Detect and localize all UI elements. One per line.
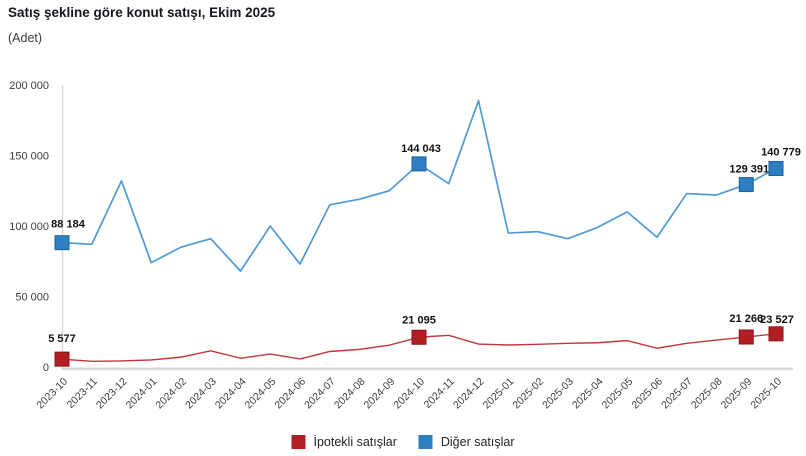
y-axis-tick-label: 200 000 (9, 80, 49, 92)
data-point-label-diger-satislar-2025-09: 129 391 (729, 164, 769, 176)
x-axis-tick-label: 2024-01 (124, 376, 160, 412)
legend-label-diger-satislar: Diğer satışlar (440, 435, 515, 449)
data-point-marker-ipotekli-satislar-2025-10[interactable] (768, 326, 784, 342)
x-axis-tick-label: 2024-09 (362, 376, 398, 412)
data-point-label-ipotekli-satislar-2023-10: 5 577 (48, 333, 76, 345)
x-axis-tick-label: 2025-05 (600, 376, 636, 412)
x-axis-tick-label: 2024-03 (183, 376, 219, 412)
x-axis-tick-label: 2025-04 (570, 376, 606, 412)
data-point-label-ipotekli-satislar-2025-09: 21 266 (729, 313, 763, 325)
data-point-marker-diger-satislar-2025-09[interactable] (738, 177, 754, 193)
x-axis-tick-label: 2025-01 (481, 376, 517, 412)
series-line-diger-satislar (61, 99, 777, 272)
x-axis-tick-label: 2024-08 (332, 376, 368, 412)
x-axis-tick-label: 2025-03 (540, 376, 576, 412)
legend-swatch-diger-satislar (418, 435, 433, 449)
y-axis-tick-label: 0 (43, 362, 49, 374)
x-axis-tick-label: 2023-11 (65, 376, 100, 411)
x-axis-tick-label: 2025-06 (629, 376, 665, 412)
x-axis-tick-label: 2024-04 (213, 376, 249, 412)
x-axis-tick-label: 2024-07 (302, 376, 338, 412)
x-axis-tick-label: 2023-10 (34, 376, 70, 412)
data-point-label-ipotekli-satislar-2024-10: 21 095 (402, 314, 436, 326)
data-point-label-diger-satislar-2024-10: 144 043 (401, 143, 441, 155)
data-point-label-diger-satislar-2023-10: 88 184 (51, 219, 86, 231)
x-axis-tick-label: 2025-10 (748, 376, 784, 412)
data-point-label-diger-satislar-2025-10: 140 779 (761, 147, 801, 159)
legend-item-ipotekli-satislar[interactable]: İpotekli satışlar (291, 435, 397, 449)
x-axis-tick-label: 2025-09 (719, 376, 755, 412)
x-axis-tick-label: 2025-07 (659, 376, 695, 412)
legend-label-ipotekli-satislar: İpotekli satışlar (313, 435, 397, 449)
x-axis-tick-label: 2024-05 (243, 376, 279, 412)
x-axis-tick-label: 2024-02 (153, 376, 189, 412)
data-point-marker-ipotekli-satislar-2025-09[interactable] (738, 329, 754, 345)
y-axis-tick-label: 150 000 (9, 151, 49, 163)
chart-unit-label: (Adet) (8, 31, 43, 45)
chart-title: Satış şekline göre konut satışı, Ekim 20… (8, 5, 276, 20)
x-axis-tick-label: 2025-02 (510, 376, 546, 412)
data-point-marker-ipotekli-satislar-2024-10[interactable] (411, 329, 427, 345)
legend-swatch-ipotekli-satislar (291, 435, 306, 449)
legend-item-diger-satislar[interactable]: Diğer satışlar (418, 435, 515, 449)
data-point-label-ipotekli-satislar-2025-10: 23 527 (760, 314, 794, 326)
data-point-marker-diger-satislar-2023-10[interactable] (54, 235, 70, 251)
chart-legend: İpotekli satışlar Diğer satışlar (291, 435, 515, 449)
x-axis-tick-label: 2024-11 (422, 376, 457, 411)
x-axis-tick-label: 2024-12 (451, 376, 487, 412)
x-axis-tick-label: 2025-08 (689, 376, 725, 412)
x-axis-tick-label: 2024-06 (272, 376, 308, 412)
data-point-marker-diger-satislar-2025-10[interactable] (768, 161, 784, 177)
y-axis-tick-label: 100 000 (9, 221, 49, 233)
data-point-marker-ipotekli-satislar-2023-10[interactable] (54, 351, 70, 367)
x-axis-tick-label: 2024-10 (391, 376, 427, 412)
y-axis-tick-label: 50 000 (15, 292, 49, 304)
data-point-marker-diger-satislar-2024-10[interactable] (411, 156, 427, 172)
x-axis-tick-label: 2023-12 (94, 376, 130, 412)
